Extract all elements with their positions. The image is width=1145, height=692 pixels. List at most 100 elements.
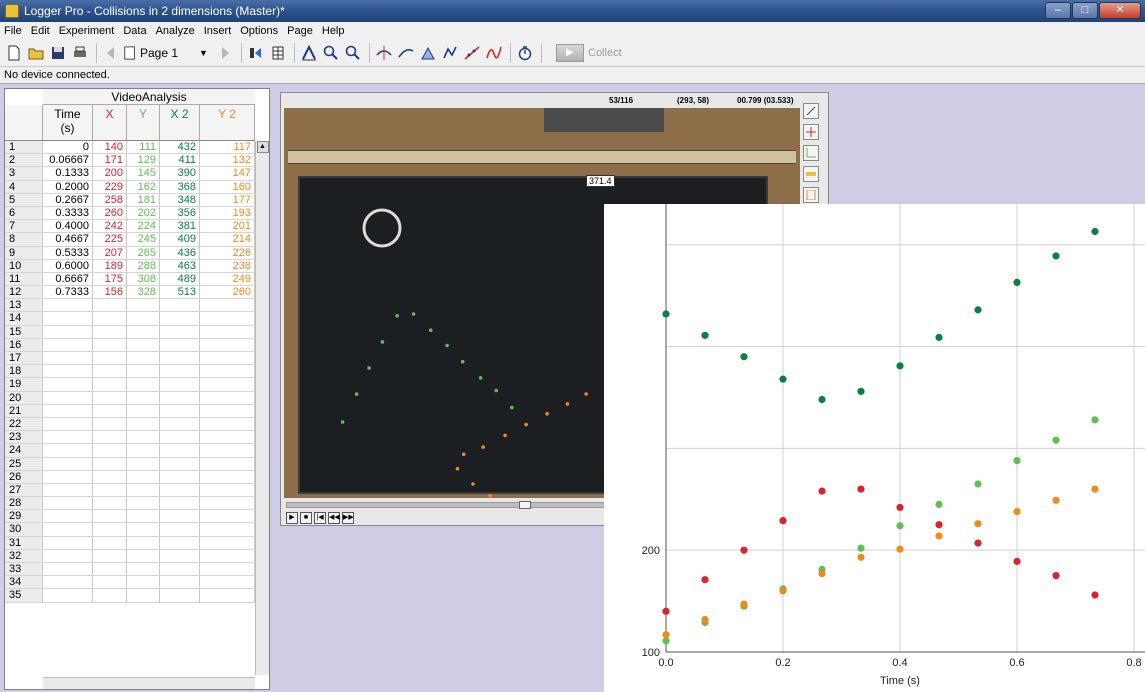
- x-cell[interactable]: [93, 576, 127, 589]
- data-point-x2[interactable]: [1013, 278, 1021, 286]
- x-cell[interactable]: 175: [93, 272, 127, 286]
- stopwatch-icon[interactable]: [515, 43, 535, 63]
- x2-cell[interactable]: [160, 404, 200, 417]
- x-cell[interactable]: 200: [93, 167, 127, 180]
- y-cell[interactable]: [127, 352, 160, 365]
- data-point-y2[interactable]: [935, 532, 943, 540]
- x2-cell[interactable]: 463: [160, 259, 200, 272]
- y-cell[interactable]: [127, 325, 160, 338]
- data-point-x2[interactable]: [779, 375, 787, 383]
- y2-cell[interactable]: 117: [200, 141, 255, 154]
- time-cell[interactable]: 0.6667: [43, 272, 93, 286]
- add-point-icon[interactable]: [803, 124, 819, 140]
- time-cell[interactable]: [43, 444, 93, 457]
- x2-cell[interactable]: 356: [160, 206, 200, 220]
- x2-cell[interactable]: 432: [160, 141, 200, 154]
- time-cell[interactable]: [43, 338, 93, 351]
- maximize-button[interactable]: □: [1072, 2, 1098, 19]
- time-cell[interactable]: [43, 549, 93, 562]
- x-cell[interactable]: [93, 563, 127, 576]
- data-point-x[interactable]: [857, 485, 865, 493]
- y-cell[interactable]: 111: [127, 141, 160, 154]
- y-cell[interactable]: 288: [127, 259, 160, 272]
- table-horizontal-scrollbar[interactable]: [43, 677, 255, 689]
- menu-file[interactable]: File: [4, 24, 22, 37]
- step-forward-icon[interactable]: ▶▶: [342, 512, 354, 524]
- step-back-icon[interactable]: ◀◀: [328, 512, 340, 524]
- time-cell[interactable]: 0: [43, 141, 93, 154]
- x2-cell[interactable]: [160, 470, 200, 483]
- data-point-x[interactable]: [662, 607, 670, 615]
- data-point-y[interactable]: [974, 480, 982, 488]
- y-cell[interactable]: 129: [127, 154, 160, 167]
- menu-insert[interactable]: Insert: [203, 24, 232, 37]
- column-header-y[interactable]: Y: [127, 105, 160, 140]
- time-cell[interactable]: 0.1333: [43, 167, 93, 180]
- time-cell[interactable]: [43, 378, 93, 391]
- y2-cell[interactable]: [200, 510, 255, 523]
- y-cell[interactable]: [127, 404, 160, 417]
- time-cell[interactable]: [43, 523, 93, 536]
- data-point-y2[interactable]: [818, 570, 826, 578]
- data-point-x2[interactable]: [818, 395, 826, 404]
- x-cell[interactable]: [93, 338, 127, 351]
- data-point-y2[interactable]: [662, 631, 670, 639]
- data-point-y2[interactable]: [740, 600, 748, 608]
- time-cell[interactable]: 0.2000: [43, 180, 93, 193]
- x2-cell[interactable]: [160, 365, 200, 378]
- x-cell[interactable]: [93, 431, 127, 444]
- x2-cell[interactable]: [160, 536, 200, 549]
- scatter-graph[interactable]: 0.0 0.2 0.4 0.6 0.8 100 200 Time (s): [604, 204, 1145, 692]
- x2-cell[interactable]: [160, 563, 200, 576]
- x2-cell[interactable]: [160, 391, 200, 404]
- x-cell[interactable]: [93, 378, 127, 391]
- menu-help[interactable]: Help: [321, 24, 345, 37]
- column-header-x[interactable]: X: [93, 105, 127, 140]
- chevron-down-icon[interactable]: ▼: [199, 47, 208, 58]
- data-point-y2[interactable]: [974, 520, 982, 528]
- y2-cell[interactable]: [200, 589, 255, 602]
- y-cell[interactable]: 224: [127, 220, 160, 233]
- collect-button[interactable]: ▶: [556, 43, 584, 62]
- examine-icon[interactable]: [374, 43, 394, 63]
- x-cell[interactable]: 258: [93, 193, 127, 206]
- x-cell[interactable]: 140: [93, 141, 127, 154]
- data-point-x[interactable]: [701, 576, 709, 584]
- data-browser-icon[interactable]: [246, 43, 266, 63]
- y-cell[interactable]: [127, 510, 160, 523]
- x2-cell[interactable]: [160, 417, 200, 431]
- x-cell[interactable]: [93, 457, 127, 470]
- y-cell[interactable]: [127, 549, 160, 562]
- time-cell[interactable]: [43, 510, 93, 523]
- x-cell[interactable]: [93, 483, 127, 497]
- menu-options[interactable]: Options: [240, 24, 279, 37]
- x-cell[interactable]: [93, 510, 127, 523]
- x-cell[interactable]: 156: [93, 286, 127, 299]
- time-cell[interactable]: [43, 391, 93, 404]
- time-cell[interactable]: [43, 576, 93, 589]
- data-point-x2[interactable]: [1091, 227, 1099, 236]
- y-cell[interactable]: [127, 523, 160, 536]
- data-point-y2[interactable]: [896, 545, 904, 553]
- x-cell[interactable]: [93, 470, 127, 483]
- y-cell[interactable]: [127, 299, 160, 312]
- x2-cell[interactable]: [160, 299, 200, 312]
- data-point-y2[interactable]: [1091, 485, 1099, 493]
- column-header-y2[interactable]: Y 2: [200, 105, 255, 140]
- y2-cell[interactable]: 177: [200, 193, 255, 206]
- y-cell[interactable]: [127, 338, 160, 351]
- y2-cell[interactable]: [200, 431, 255, 444]
- y2-cell[interactable]: 226: [200, 246, 255, 259]
- y-cell[interactable]: 328: [127, 286, 160, 299]
- x2-cell[interactable]: [160, 457, 200, 470]
- stop-icon[interactable]: ■: [300, 512, 312, 524]
- y-cell[interactable]: [127, 417, 160, 431]
- y-cell[interactable]: [127, 563, 160, 576]
- y2-cell[interactable]: [200, 523, 255, 536]
- x-cell[interactable]: 242: [93, 220, 127, 233]
- data-point-y[interactable]: [935, 500, 943, 508]
- table-icon[interactable]: [268, 43, 288, 63]
- time-cell[interactable]: [43, 483, 93, 497]
- next-page-icon[interactable]: [215, 43, 235, 63]
- x-cell[interactable]: [93, 365, 127, 378]
